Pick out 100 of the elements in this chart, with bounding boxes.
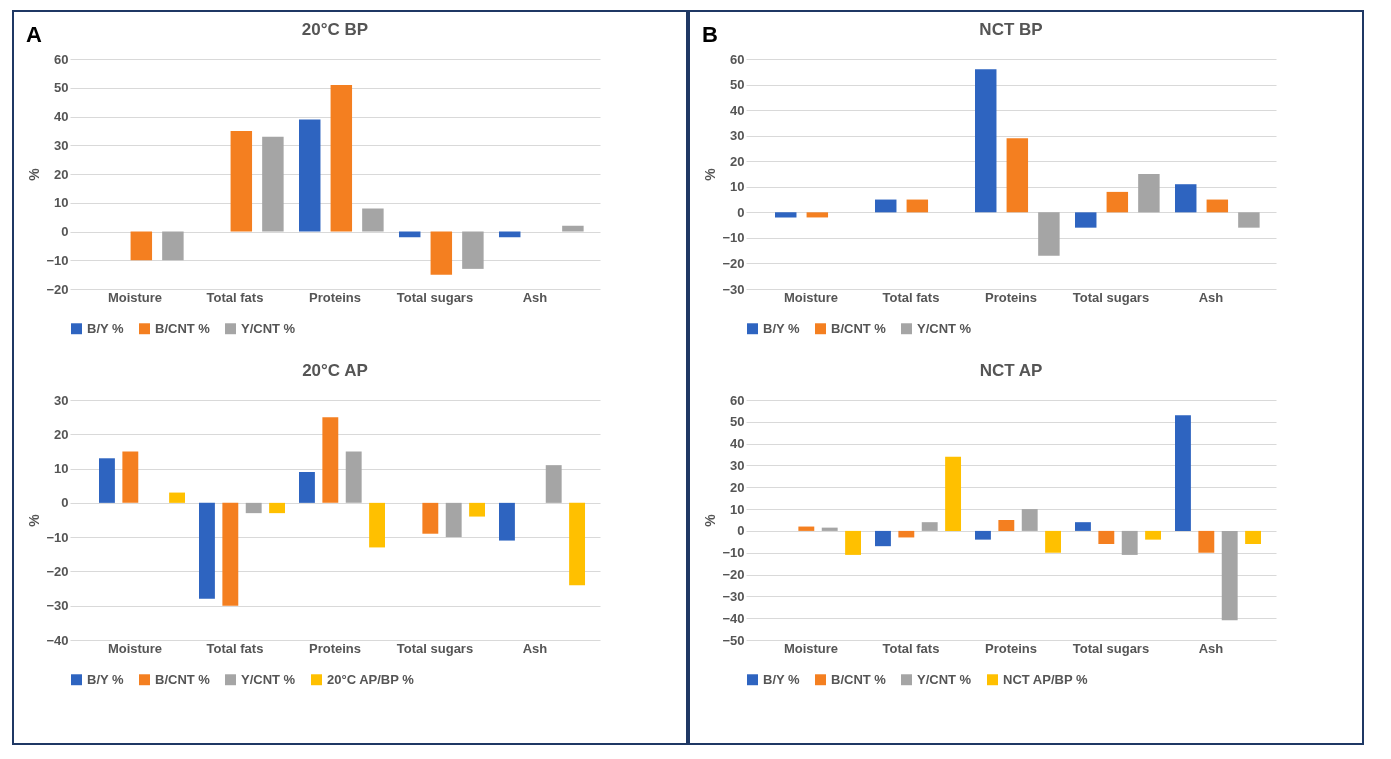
y-axis-title: % xyxy=(702,167,719,181)
y-tick-label: 0 xyxy=(737,523,745,539)
bar xyxy=(569,502,586,586)
bar xyxy=(1206,199,1229,213)
bar xyxy=(99,458,115,503)
chart-title: NCT AP xyxy=(979,361,1043,380)
text: A xyxy=(26,22,42,48)
bar xyxy=(462,231,484,269)
bar xyxy=(945,456,962,531)
bar xyxy=(362,208,384,232)
chart-title: NCT BP xyxy=(979,20,1043,39)
y-tick-label: −40 xyxy=(46,632,69,648)
bar xyxy=(322,417,339,503)
y-tick-label: 50 xyxy=(730,77,745,93)
bar xyxy=(906,199,929,213)
y-tick-label: 20 xyxy=(54,426,69,442)
x-tick-label: Proteins xyxy=(308,640,362,656)
legend-label: B/Y % xyxy=(87,320,125,336)
legend-label: B/CNT % xyxy=(155,671,211,687)
bar xyxy=(1145,530,1162,540)
y-tick-label: 60 xyxy=(730,392,745,408)
legend-label: B/CNT % xyxy=(831,671,887,687)
y-axis-title: % xyxy=(26,513,43,527)
x-tick-label: Total fats xyxy=(206,289,264,305)
y-tick-label: −20 xyxy=(46,563,69,579)
bar xyxy=(222,502,239,606)
legend-label: Y/CNT % xyxy=(917,320,972,336)
bar xyxy=(469,502,486,517)
x-tick-label: Total fats xyxy=(206,640,264,656)
bar xyxy=(1075,522,1091,531)
bar xyxy=(1038,212,1060,256)
bar xyxy=(562,225,584,232)
y-tick-label: 30 xyxy=(54,137,69,153)
y-tick-label: 50 xyxy=(730,414,745,430)
bar xyxy=(1021,509,1038,531)
y-tick-label: 20 xyxy=(54,166,69,182)
bar xyxy=(1138,174,1160,213)
y-tick-label: 20 xyxy=(730,479,745,495)
bar xyxy=(845,530,862,555)
y-tick-label: −50 xyxy=(722,632,745,648)
y-axis-title: % xyxy=(702,513,719,527)
y-tick-label: −40 xyxy=(722,610,745,626)
bar xyxy=(445,502,462,538)
y-tick-label: 50 xyxy=(54,80,69,96)
x-tick-label: Moisture xyxy=(107,289,163,305)
bar xyxy=(775,212,797,218)
legend-label: B/Y % xyxy=(763,320,801,336)
legend-label: B/CNT % xyxy=(155,320,211,336)
y-tick-label: 20 xyxy=(730,153,745,169)
bar xyxy=(230,130,253,232)
bar xyxy=(299,119,321,232)
x-tick-label: Proteins xyxy=(984,289,1038,305)
x-tick-label: Moisture xyxy=(783,289,839,305)
bar xyxy=(269,502,286,514)
y-tick-label: −30 xyxy=(46,598,69,614)
x-tick-label: Proteins xyxy=(984,640,1038,656)
y-tick-label: −10 xyxy=(46,252,69,268)
y-tick-label: 40 xyxy=(54,109,69,124)
bar xyxy=(1175,415,1191,531)
bar xyxy=(975,530,991,540)
bar xyxy=(345,451,362,503)
bar xyxy=(1075,212,1097,228)
legend-label: Y/CNT % xyxy=(241,320,296,336)
y-tick-label: 40 xyxy=(730,102,745,118)
bar xyxy=(1045,530,1062,553)
x-tick-label: Total sugars xyxy=(396,289,474,305)
y-axis-title: % xyxy=(26,167,43,181)
x-tick-label: Moisture xyxy=(107,640,163,656)
bar xyxy=(245,502,262,514)
chart-title: 20°C AP xyxy=(302,361,368,380)
bar xyxy=(199,502,215,599)
bar xyxy=(122,451,139,503)
legend-label: NCT AP/BP % xyxy=(1003,671,1088,687)
bar xyxy=(1121,530,1138,555)
bar xyxy=(499,502,515,541)
text: B xyxy=(702,22,718,48)
y-tick-label: 0 xyxy=(737,204,745,220)
x-tick-label: Ash xyxy=(522,640,548,656)
bar xyxy=(430,231,453,275)
y-tick-label: 30 xyxy=(54,392,69,408)
bar xyxy=(1221,530,1238,621)
x-tick-label: Total fats xyxy=(882,640,940,656)
bar xyxy=(422,502,439,534)
bar xyxy=(921,522,938,531)
y-tick-label: 30 xyxy=(730,457,745,473)
bar xyxy=(130,231,153,261)
bar xyxy=(875,530,891,547)
bar xyxy=(821,527,838,531)
y-tick-label: −30 xyxy=(722,588,745,604)
legend-label: B/Y % xyxy=(87,671,125,687)
y-tick-label: 0 xyxy=(61,495,69,511)
y-tick-label: 60 xyxy=(730,51,745,67)
bar xyxy=(1245,530,1262,544)
y-tick-label: −30 xyxy=(722,281,745,297)
bar xyxy=(806,212,829,218)
y-tick-label: −10 xyxy=(722,545,745,561)
x-tick-label: Ash xyxy=(1198,640,1224,656)
x-tick-label: Total fats xyxy=(882,289,940,305)
bar xyxy=(1175,184,1197,213)
bar xyxy=(330,84,353,232)
